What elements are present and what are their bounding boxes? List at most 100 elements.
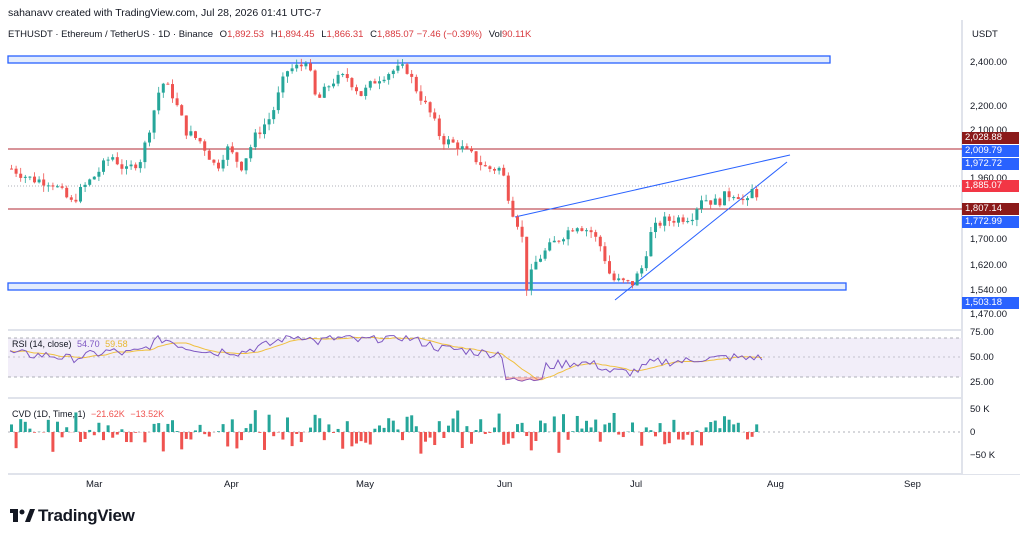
upper-zone-box[interactable] — [7, 55, 831, 64]
cvd-bar — [258, 432, 262, 433]
cvd-bar — [433, 432, 437, 446]
candle-body — [700, 200, 703, 209]
candle-body — [713, 198, 717, 205]
lower-zone-box[interactable] — [7, 282, 847, 291]
cvd-bar — [313, 414, 317, 432]
cvd-bar — [286, 417, 289, 432]
rsi-title[interactable]: RSI (14, close) 54.70 59.58 — [12, 339, 128, 349]
rsi-name: RSI (14, close) — [12, 339, 72, 349]
cvd-bar — [157, 423, 161, 432]
cvd-bar — [235, 432, 239, 449]
price-axis-panel[interactable] — [962, 20, 1020, 474]
candle-body — [258, 132, 262, 135]
change-value: −7.46 (−0.39%) — [416, 29, 483, 40]
candle-body — [746, 198, 749, 201]
candle-body — [442, 136, 446, 145]
candle-body — [272, 110, 276, 120]
cvd-bar — [341, 432, 345, 449]
candle-body — [10, 168, 13, 170]
candle-body — [502, 167, 506, 176]
rsi-line[interactable] — [9, 334, 763, 382]
main-panel[interactable] — [8, 20, 962, 330]
cvd-bar — [295, 432, 299, 434]
cvd-bar — [309, 427, 312, 432]
candle-body — [129, 164, 133, 167]
cvd-panel[interactable] — [8, 398, 962, 474]
cvd-bar — [677, 432, 680, 440]
cvd-bar — [681, 432, 685, 440]
candle-body — [345, 74, 349, 79]
price-tick-2100: 2,100.00 — [970, 125, 1007, 136]
close-value: 1,885.07 — [376, 29, 414, 40]
symbol-name[interactable]: ETHUSDT · Ethereum / TetherUS · 1D · Bin… — [8, 29, 214, 40]
candle-body — [736, 197, 740, 200]
candle-body — [585, 230, 588, 232]
candle-body — [171, 84, 174, 99]
cvd-bar — [171, 420, 174, 432]
cvd-bar — [368, 432, 372, 445]
vol-label: Vol — [488, 29, 502, 40]
month-sep: Sep — [904, 479, 921, 490]
cvd-bar — [713, 420, 717, 432]
cvd-bar — [10, 424, 13, 432]
candle-body — [562, 239, 565, 242]
candle-body — [511, 200, 515, 217]
cvd-bar — [746, 432, 749, 440]
cvd-bar — [483, 432, 487, 435]
candle-body — [304, 63, 308, 67]
month-mar: Mar — [86, 479, 103, 490]
cvd-bar — [598, 432, 602, 442]
rsi-tick-50: 50.00 — [970, 352, 994, 363]
candle-body — [635, 273, 639, 286]
candle-body — [626, 280, 630, 282]
cvd-bar — [479, 419, 483, 432]
candle-body — [184, 115, 188, 136]
cvd-bar — [727, 419, 731, 432]
cvd-bar — [617, 432, 621, 435]
cvd-bar — [672, 419, 676, 432]
candle-body — [589, 230, 593, 233]
price-tick-1470: 1,470.00 — [970, 309, 1007, 320]
candle-body — [42, 179, 46, 186]
price-tag-1972: 1,972.72 — [962, 158, 1019, 170]
candle-body — [640, 268, 644, 274]
candle-body — [497, 167, 501, 171]
cvd-bar — [92, 432, 96, 436]
candle-body — [594, 232, 598, 237]
cvd-bar — [594, 419, 598, 432]
cvd-bar — [497, 413, 501, 432]
cvd-bar — [143, 432, 147, 443]
cvd-bar — [470, 432, 473, 444]
candle-body — [240, 161, 243, 171]
cvd-bar — [217, 431, 220, 432]
cvd-bar — [736, 422, 740, 432]
cvd-bar — [189, 432, 193, 440]
cvd-bar — [230, 419, 234, 432]
cvd-bar — [355, 432, 358, 444]
candle-body — [244, 158, 248, 171]
cvd-bar — [506, 432, 510, 444]
candle-body — [309, 63, 312, 71]
candle-body — [447, 139, 450, 145]
cvd-bar — [125, 432, 128, 443]
cvd-bar — [327, 424, 331, 432]
cvd-bar — [649, 430, 653, 432]
cvd-title[interactable]: CVD (1D, Time, 1) −21.62K −13.52K — [12, 409, 164, 419]
cvd-bar — [359, 432, 363, 442]
cvd-bar — [253, 410, 257, 432]
brand-logo[interactable]: TradingView — [38, 506, 135, 526]
candle-body — [212, 159, 216, 163]
candle-body — [230, 146, 234, 153]
month-jul: Jul — [630, 479, 643, 490]
cvd-bar — [226, 432, 230, 447]
candle-body — [677, 217, 680, 223]
wedge-lower-trendline[interactable] — [614, 161, 788, 301]
cvd-bar — [575, 415, 579, 432]
candle-body — [741, 199, 745, 201]
candle-body — [97, 171, 101, 177]
symbol-info: ETHUSDT · Ethereum / TetherUS · 1D · Bin… — [8, 29, 531, 40]
candle-body — [359, 91, 363, 96]
wedge-upper-trendline[interactable] — [514, 154, 791, 218]
cvd-bar — [667, 432, 671, 444]
